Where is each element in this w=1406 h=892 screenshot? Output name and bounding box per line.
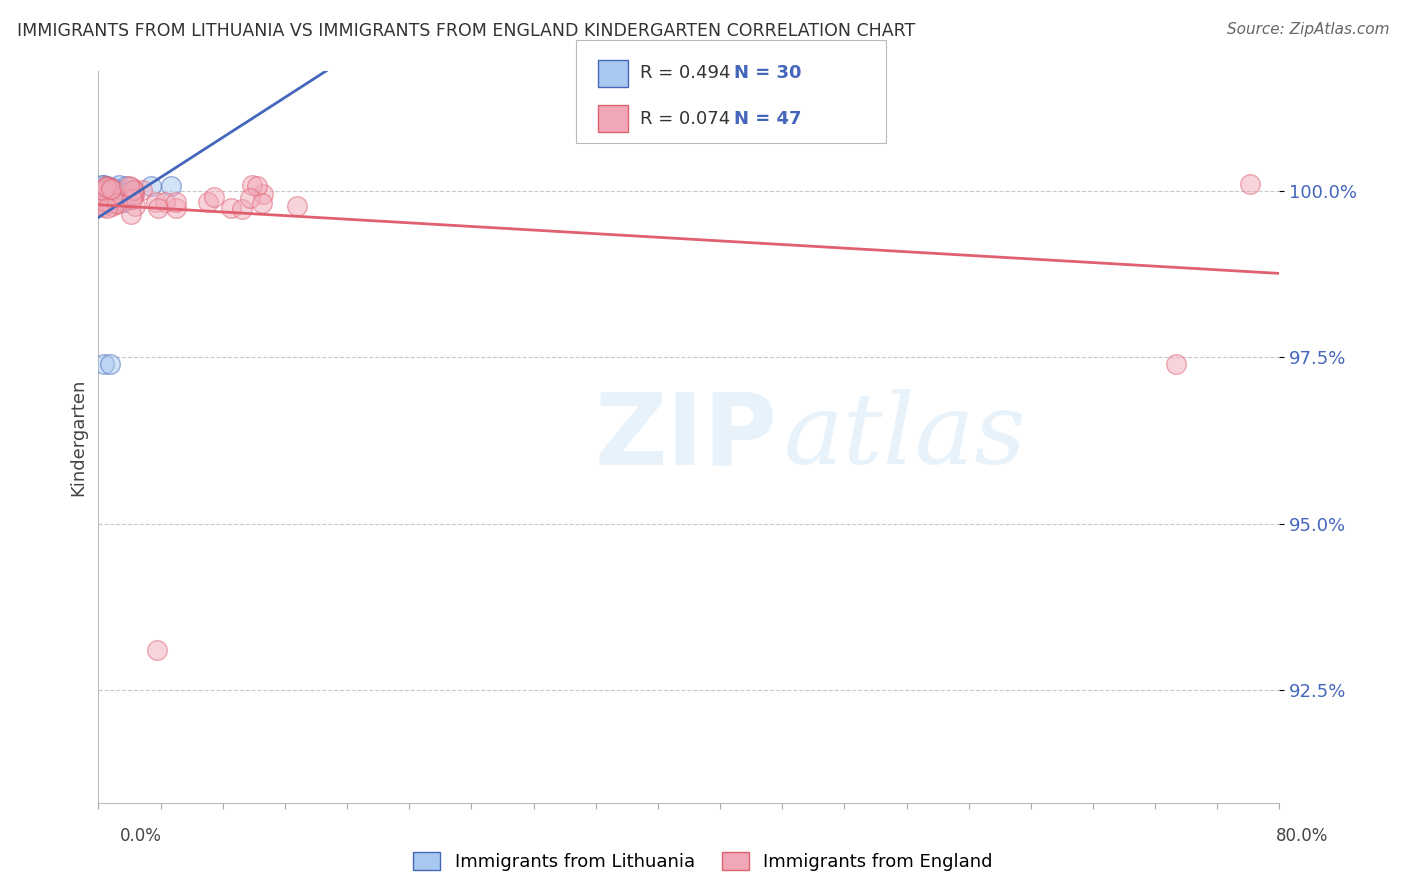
Point bbox=[93, 193, 115, 207]
Point bbox=[219, 201, 242, 215]
Point bbox=[111, 183, 134, 197]
Y-axis label: Kindergarten: Kindergarten bbox=[69, 378, 87, 496]
Point bbox=[97, 183, 120, 197]
Point bbox=[94, 180, 117, 194]
Point bbox=[91, 194, 114, 208]
Point bbox=[96, 194, 118, 209]
Point bbox=[165, 194, 187, 209]
Point bbox=[115, 178, 138, 193]
Point bbox=[246, 178, 269, 193]
Point bbox=[239, 191, 262, 205]
Point bbox=[97, 187, 120, 202]
Point bbox=[139, 178, 162, 193]
Point bbox=[114, 194, 136, 208]
Point bbox=[96, 201, 118, 215]
Point bbox=[93, 178, 115, 193]
Point bbox=[160, 179, 183, 194]
Point bbox=[202, 190, 225, 204]
Point bbox=[93, 357, 115, 371]
Text: IMMIGRANTS FROM LITHUANIA VS IMMIGRANTS FROM ENGLAND KINDERGARTEN CORRELATION CH: IMMIGRANTS FROM LITHUANIA VS IMMIGRANTS … bbox=[17, 22, 915, 40]
Point bbox=[121, 192, 143, 206]
Point bbox=[91, 200, 114, 214]
Point bbox=[252, 187, 274, 202]
Point bbox=[107, 188, 129, 202]
Point bbox=[122, 182, 145, 196]
Text: 80.0%: 80.0% bbox=[1277, 827, 1329, 845]
Point bbox=[117, 186, 139, 200]
Text: R = 0.074: R = 0.074 bbox=[640, 110, 730, 128]
Point bbox=[105, 191, 128, 205]
Point bbox=[93, 184, 115, 198]
Point bbox=[98, 191, 121, 205]
Point bbox=[91, 178, 114, 192]
Point bbox=[104, 193, 127, 207]
Point bbox=[101, 199, 124, 213]
Point bbox=[121, 189, 143, 203]
Point bbox=[103, 180, 125, 194]
Point bbox=[250, 196, 273, 211]
Point bbox=[120, 207, 142, 221]
Point bbox=[231, 202, 253, 217]
Point bbox=[96, 179, 118, 194]
Point bbox=[105, 184, 128, 198]
Point bbox=[131, 182, 153, 196]
Point bbox=[101, 184, 124, 198]
Point bbox=[115, 188, 138, 202]
Legend: Immigrants from Lithuania, Immigrants from England: Immigrants from Lithuania, Immigrants fr… bbox=[406, 845, 1000, 879]
Point bbox=[165, 201, 187, 215]
Point bbox=[91, 183, 114, 197]
Point bbox=[112, 194, 135, 209]
Point bbox=[121, 183, 143, 197]
Point bbox=[100, 192, 122, 206]
Point bbox=[146, 643, 169, 657]
Point bbox=[242, 178, 264, 193]
Text: R = 0.494: R = 0.494 bbox=[640, 64, 730, 82]
Point bbox=[107, 178, 129, 193]
Text: ZIP: ZIP bbox=[595, 389, 778, 485]
Point bbox=[100, 181, 122, 195]
Point bbox=[110, 195, 132, 210]
Text: N = 47: N = 47 bbox=[734, 110, 801, 128]
Point bbox=[122, 187, 145, 202]
Point bbox=[120, 180, 142, 194]
Point bbox=[96, 184, 118, 198]
Point bbox=[122, 188, 145, 202]
Point bbox=[1166, 357, 1188, 371]
Point bbox=[94, 186, 117, 200]
Point bbox=[94, 179, 117, 194]
Point bbox=[96, 195, 118, 210]
Point bbox=[100, 181, 122, 195]
Point bbox=[146, 201, 169, 215]
Point bbox=[105, 197, 128, 211]
Text: atlas: atlas bbox=[783, 390, 1026, 484]
Point bbox=[98, 357, 121, 371]
Text: Source: ZipAtlas.com: Source: ZipAtlas.com bbox=[1226, 22, 1389, 37]
Point bbox=[101, 196, 124, 211]
Point bbox=[1239, 178, 1261, 192]
Point bbox=[97, 179, 120, 194]
Text: 0.0%: 0.0% bbox=[120, 827, 162, 845]
Point bbox=[105, 195, 128, 210]
Point bbox=[97, 189, 120, 203]
Point bbox=[153, 194, 176, 209]
Point bbox=[93, 194, 115, 208]
Point bbox=[96, 196, 118, 211]
Point bbox=[124, 199, 146, 213]
Point bbox=[197, 195, 219, 210]
Point bbox=[287, 198, 309, 212]
Point bbox=[145, 194, 167, 209]
Point bbox=[107, 191, 129, 205]
Point bbox=[118, 178, 141, 193]
Text: N = 30: N = 30 bbox=[734, 64, 801, 82]
